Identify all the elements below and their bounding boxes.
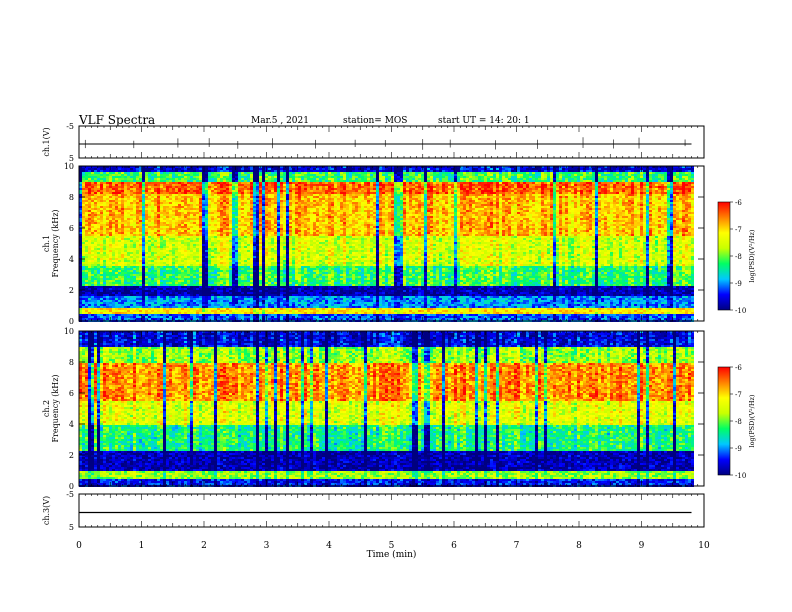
x-tick-label: 4	[326, 541, 332, 551]
y-axis-label: ch.1	[42, 235, 51, 252]
ch1-spectrogram	[79, 166, 694, 322]
y-axis-label: ch.2	[42, 400, 51, 417]
x-axis-label: Time (min)	[367, 549, 417, 560]
colorbar-tick-label: -7	[735, 391, 742, 399]
x-tick-label: 1	[139, 541, 145, 551]
y-axis-label: Frequency (kHz)	[51, 374, 60, 442]
x-tick-label: 7	[514, 541, 520, 551]
y-tick-label: 10	[64, 327, 74, 336]
colorbar-label: log(PSD)(V²/Hz)	[748, 394, 756, 447]
x-tick-label: 10	[698, 541, 710, 551]
colorbar-tick-label: -8	[735, 418, 742, 426]
x-tick-label: 9	[639, 541, 645, 551]
y-tick-label: 4	[69, 420, 74, 429]
colorbar	[718, 202, 730, 310]
y-tick-label: 2	[69, 286, 74, 295]
y-tick-label: 6	[69, 224, 74, 233]
colorbar-tick-label: -6	[735, 364, 742, 372]
y-tick-label: 10	[64, 162, 74, 171]
y-tick-label: 2	[69, 451, 74, 460]
y-axis-label: ch.1(V)	[42, 127, 51, 156]
y-axis-label: ch.3(V)	[42, 496, 51, 525]
colorbar-tick-label: -9	[735, 445, 742, 453]
x-tick-label: 6	[451, 541, 457, 551]
y-tick-label: -5	[66, 122, 74, 131]
x-tick-label: 8	[576, 541, 582, 551]
y-tick-label: 0	[69, 317, 74, 326]
x-tick-label: 0	[76, 541, 82, 551]
colorbar-tick-label: -6	[735, 199, 742, 207]
y-tick-label: 8	[69, 193, 74, 202]
y-tick-label: 4	[69, 255, 74, 264]
y-tick-label: 5	[69, 523, 74, 532]
x-tick-label: 3	[264, 541, 270, 551]
colorbar-tick-label: -9	[735, 280, 742, 288]
y-tick-label: 8	[69, 358, 74, 367]
colorbar	[718, 367, 730, 475]
y-tick-label: -5	[66, 490, 74, 499]
y-tick-label: 6	[69, 389, 74, 398]
colorbar-tick-label: -10	[735, 472, 746, 480]
ch2-spectrogram	[79, 331, 694, 487]
colorbar-tick-label: -10	[735, 307, 746, 315]
y-axis-label: Frequency (kHz)	[51, 209, 60, 277]
colorbar-tick-label: -7	[735, 226, 742, 234]
colorbar-label: log(PSD)(V²/Hz)	[748, 229, 756, 282]
colorbar-tick-label: -8	[735, 253, 742, 261]
x-tick-label: 2	[201, 541, 207, 551]
